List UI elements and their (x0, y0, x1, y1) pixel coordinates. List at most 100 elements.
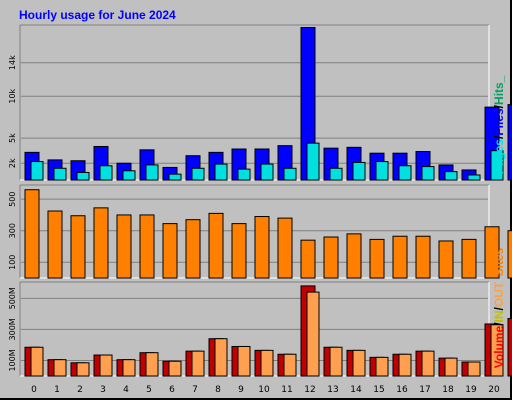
x-tick-label: 19 (465, 385, 477, 395)
x-tick-label: 4 (123, 385, 129, 395)
bar-sites-2 (70, 215, 86, 279)
bar-out-9 (237, 345, 251, 377)
x-tick-label: 11 (281, 385, 292, 395)
bar-pages-10 (260, 163, 274, 181)
bar-out-3 (99, 354, 113, 377)
y-tick-label: 500 (8, 192, 17, 207)
legend-entry: Volume (492, 325, 506, 368)
bar-out-2 (76, 362, 90, 377)
bar-out-19 (467, 361, 481, 377)
x-tick-label: 12 (304, 385, 315, 395)
bar-out-14 (352, 349, 366, 377)
bar-out-20 (490, 324, 504, 377)
bar-pages-5 (145, 164, 159, 181)
bar-sites-3 (93, 207, 109, 279)
bar-out-18 (444, 357, 458, 377)
bar-pages-11 (283, 167, 297, 181)
y-tick-label: 100 (8, 255, 17, 270)
bar-sites-19 (461, 238, 477, 279)
bar-out-1 (53, 359, 67, 377)
legend-volume-in-out: Volume/IN/OUT (492, 281, 506, 368)
bar-pages-14 (352, 161, 366, 181)
y-tick-label: 2k (8, 158, 17, 168)
legend-entry: / (492, 306, 506, 310)
bar-out-7 (191, 350, 205, 377)
bar-out-8 (214, 338, 228, 377)
bar-pages-20 (490, 150, 504, 181)
legend-sites: Sites (492, 247, 506, 276)
x-tick-label: 6 (169, 385, 175, 395)
bar-sites-7 (185, 219, 201, 279)
y-tick-label: 500M (8, 287, 17, 309)
bar-pages-4 (122, 170, 136, 181)
bar-out-6 (168, 360, 182, 377)
legend-entry: / (492, 104, 506, 108)
bar-pages-16 (398, 165, 412, 181)
bar-pages-19 (467, 174, 481, 181)
bar-sites-16 (392, 235, 408, 279)
bar-pages-12 (306, 142, 320, 181)
bar-sites-8 (208, 212, 224, 279)
panel-sites: 100 300 500 (8, 184, 512, 279)
y-tick-label: 14k (8, 55, 17, 70)
x-tick-label: 14 (350, 385, 362, 395)
bar-out-16 (398, 353, 412, 377)
x-tick-label: 9 (238, 385, 244, 395)
legend-entry: Files (492, 108, 506, 136)
bar-pages-1 (53, 167, 67, 181)
x-tick-label: 18 (442, 385, 454, 395)
legend-entry: / (492, 322, 506, 326)
legend-pages-files-hits: Pages/Files/Hits_ (492, 75, 506, 174)
bar-pages-13 (329, 167, 343, 181)
x-tick-label: 13 (327, 385, 338, 395)
bar-out-11 (283, 353, 297, 377)
x-tick-label: 5 (146, 385, 152, 395)
y-tick-label: 10k (8, 88, 17, 103)
bar-sites-1 (47, 210, 63, 279)
x-tick-label: 8 (215, 385, 221, 395)
bar-sites-15 (369, 238, 385, 279)
x-tick-label: 1 (54, 385, 60, 395)
bar-out-12 (306, 291, 320, 377)
bar-sites-5 (139, 214, 155, 279)
bar-sites-10 (254, 216, 270, 279)
bar-pages-7 (191, 167, 205, 181)
legend-entry: Sites (492, 247, 506, 276)
x-tick-label: 16 (396, 385, 408, 395)
x-tick-label: 0 (31, 385, 37, 395)
bar-pages-6 (168, 173, 182, 181)
bar-out-17 (421, 350, 435, 377)
bar-pages-9 (237, 168, 251, 181)
bar-pages-17 (421, 166, 435, 181)
bar-sites-0 (24, 189, 40, 279)
bar-sites-13 (323, 236, 339, 279)
legend-entry: OUT (492, 281, 506, 307)
panel-hits-files-pages: 2k 5k 10k 14k (8, 24, 512, 181)
bar-pages-3 (99, 165, 113, 181)
legend-entry: Pages (492, 139, 506, 175)
x-tick-label: 15 (373, 385, 384, 395)
page-title: Hourly usage for June 2024 (19, 8, 176, 22)
panel-volume: 100M 300M 500M (8, 281, 512, 377)
bar-sites-6 (162, 223, 178, 279)
bar-pages-0 (30, 161, 44, 181)
bar-pages-8 (214, 163, 228, 181)
bar-out-4 (122, 359, 136, 377)
bar-pages-15 (375, 161, 389, 181)
x-tick-label: 10 (258, 385, 270, 395)
bar-sites-4 (116, 214, 132, 279)
x-tick-label: 7 (192, 385, 198, 395)
bar-out-15 (375, 356, 389, 377)
bar-sites-20 (484, 226, 500, 279)
bar-pages-2 (76, 171, 90, 181)
bar-sites-17 (415, 235, 431, 279)
legend-entry: Hits_ (492, 75, 506, 105)
y-tick-label: 100M (8, 349, 17, 371)
bar-out-10 (260, 349, 274, 377)
y-tick-label: 300M (8, 318, 17, 340)
y-tick-label: 5k (8, 133, 17, 143)
bar-sites-21 (507, 230, 512, 279)
legend-entry: / (492, 135, 506, 139)
